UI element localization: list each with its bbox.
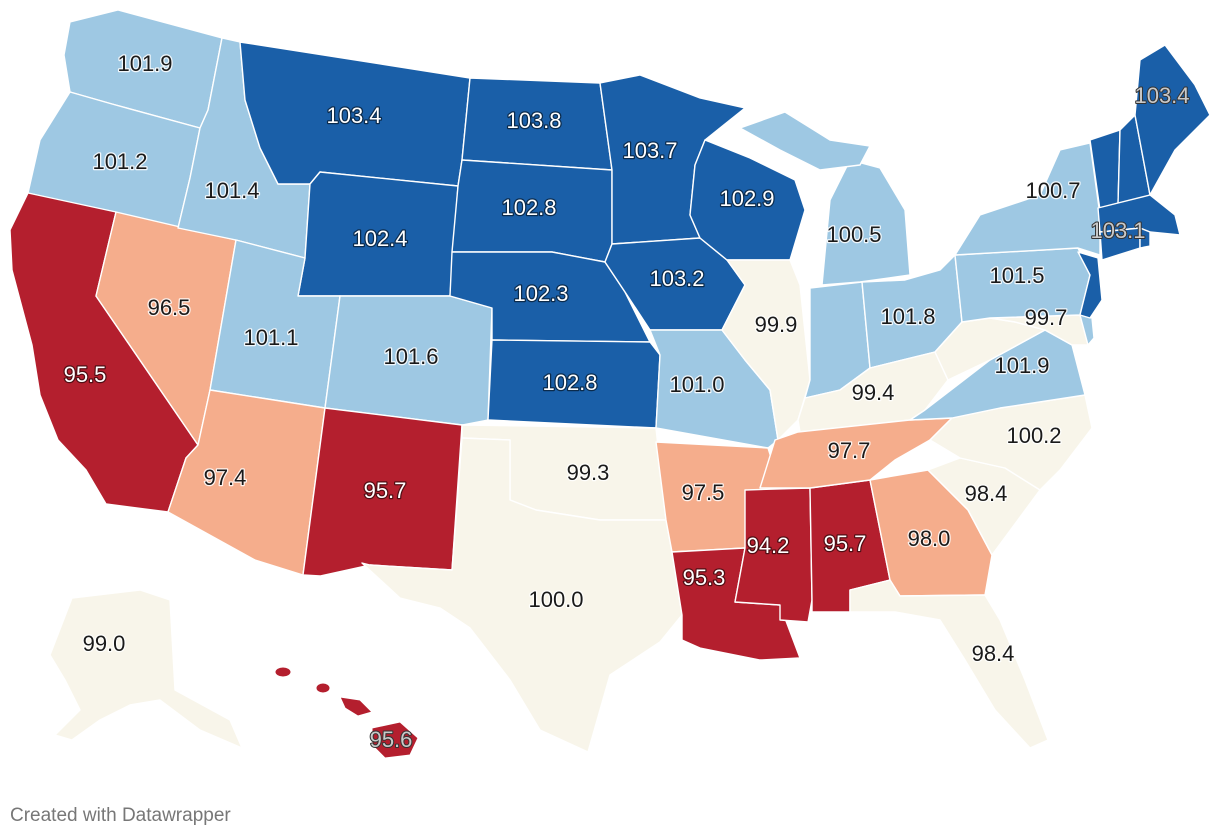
hi-kauai <box>274 666 292 678</box>
label-ms: 94.2 <box>747 533 790 558</box>
label-co: 101.6 <box>383 344 438 369</box>
label-ar: 97.5 <box>682 480 725 505</box>
label-nv: 96.5 <box>148 295 191 320</box>
state-ri[interactable] <box>1139 227 1151 249</box>
label-id: 101.4 <box>204 178 259 203</box>
state-mi-upper[interactable] <box>739 111 871 171</box>
state-me[interactable] <box>1134 44 1211 196</box>
label-oh: 101.8 <box>880 304 935 329</box>
label-mi: 100.5 <box>826 222 881 247</box>
label-tn: 97.7 <box>828 438 871 463</box>
label-fl: 98.4 <box>972 641 1015 666</box>
hi-oahu <box>315 682 331 694</box>
label-wy: 102.4 <box>352 226 407 251</box>
datawrapper-credit: Created with Datawrapper <box>10 805 231 826</box>
label-mt: 103.4 <box>326 103 381 128</box>
state-tn[interactable] <box>759 417 953 489</box>
label-wi: 102.9 <box>719 186 774 211</box>
label-ga: 98.0 <box>908 526 951 551</box>
label-al: 95.7 <box>824 531 867 556</box>
label-az: 97.4 <box>204 465 247 490</box>
label-il: 99.9 <box>755 312 798 337</box>
label-ma: 103.1 <box>1090 218 1145 243</box>
label-hi: 95.6 <box>370 727 413 752</box>
label-nd: 103.8 <box>506 108 561 133</box>
label-mo: 101.0 <box>669 372 724 397</box>
label-ca: 95.5 <box>64 362 107 387</box>
label-la: 95.3 <box>683 565 726 590</box>
hi-big-island <box>371 721 419 759</box>
label-mn: 103.7 <box>622 138 677 163</box>
label-va: 101.9 <box>994 353 1049 378</box>
state-ak[interactable] <box>49 589 243 749</box>
state-ky[interactable] <box>797 351 949 433</box>
label-ne: 102.3 <box>513 281 568 306</box>
label-sc: 98.4 <box>965 481 1008 506</box>
label-wv: 99.7 <box>1025 305 1068 330</box>
label-ks: 102.8 <box>542 370 597 395</box>
state-mi-lower[interactable] <box>821 159 911 286</box>
label-ak: 99.0 <box>83 631 126 656</box>
state-hi[interactable] <box>274 666 419 759</box>
label-ny: 100.7 <box>1025 178 1080 203</box>
label-ia: 103.2 <box>649 266 704 291</box>
label-pa: 101.5 <box>989 263 1044 288</box>
label-ut: 101.1 <box>243 325 298 350</box>
label-ok: 99.3 <box>567 460 610 485</box>
state-tx[interactable] <box>361 437 683 753</box>
label-sd: 102.8 <box>501 195 556 220</box>
label-tx: 100.0 <box>528 587 583 612</box>
label-or: 101.2 <box>92 149 147 174</box>
state-wi[interactable] <box>689 139 806 261</box>
label-me: 103.4 <box>1134 83 1189 108</box>
label-nm: 95.7 <box>364 478 407 503</box>
hi-maui <box>339 696 373 717</box>
label-wa: 101.9 <box>117 51 172 76</box>
label-nc: 100.2 <box>1006 423 1061 448</box>
label-in-ky: 99.4 <box>852 380 895 405</box>
state-fl[interactable] <box>849 579 1049 749</box>
state-nj[interactable] <box>1077 251 1103 319</box>
